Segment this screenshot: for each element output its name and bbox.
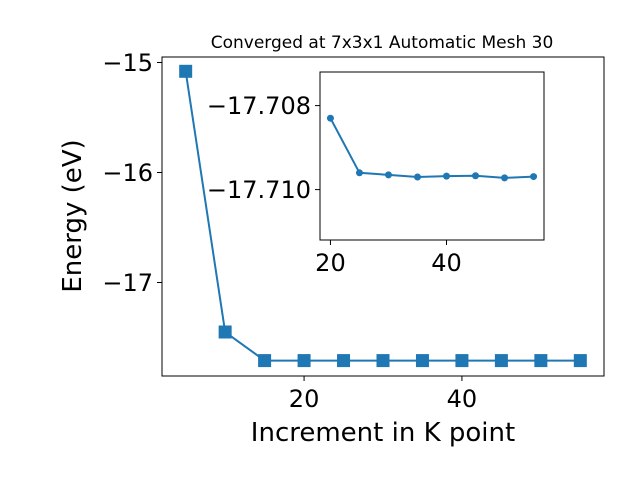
inset-x-tick-label: 20 — [315, 249, 346, 277]
main-y-tick-label: −15 — [102, 49, 153, 77]
inset-y-tick-label: −17.710 — [207, 176, 311, 204]
inset-x-tick-label: 40 — [431, 249, 462, 277]
main-data-point — [258, 354, 272, 368]
inset-data-point — [384, 171, 392, 179]
inset-plot-area — [326, 114, 538, 182]
main-ticks: 20 40 −17 −16 −15 — [102, 49, 477, 413]
main-data-point — [179, 64, 193, 78]
chart-title: Converged at 7x3x1 Automatic Mesh 30 — [211, 33, 554, 53]
inset-ticks: 20 40 −17.710 −17.708 — [207, 92, 462, 277]
main-data-point — [573, 354, 587, 368]
inset-axes: 20 40 −17.710 −17.708 — [207, 71, 545, 277]
main-y-tick-label: −17 — [102, 269, 153, 297]
inset-data-point — [355, 169, 363, 177]
inset-data-point — [501, 174, 509, 182]
main-data-point — [297, 354, 311, 368]
main-plot-area — [179, 64, 587, 368]
main-data-point — [494, 354, 508, 368]
y-axis-label: Energy (eV) — [58, 139, 88, 292]
inset-plot-frame — [319, 71, 545, 241]
inset-data-point — [413, 173, 421, 181]
inset-data-point — [326, 114, 334, 122]
inset-data-point — [472, 172, 480, 180]
main-data-point — [218, 325, 232, 339]
inset-series-line — [329, 117, 534, 179]
inset-data-point — [443, 172, 451, 180]
main-y-tick-label: −16 — [102, 159, 153, 187]
main-x-tick-label: 40 — [447, 385, 478, 413]
main-data-point — [534, 354, 548, 368]
main-data-point — [376, 354, 390, 368]
main-data-point — [455, 354, 469, 368]
inset-y-tick-label: −17.708 — [207, 92, 311, 120]
main-data-point — [415, 354, 429, 368]
main-x-tick-label: 20 — [289, 385, 320, 413]
inset-data-point — [530, 173, 538, 181]
main-data-point — [337, 354, 351, 368]
x-axis-label: Increment in K point — [251, 418, 515, 448]
